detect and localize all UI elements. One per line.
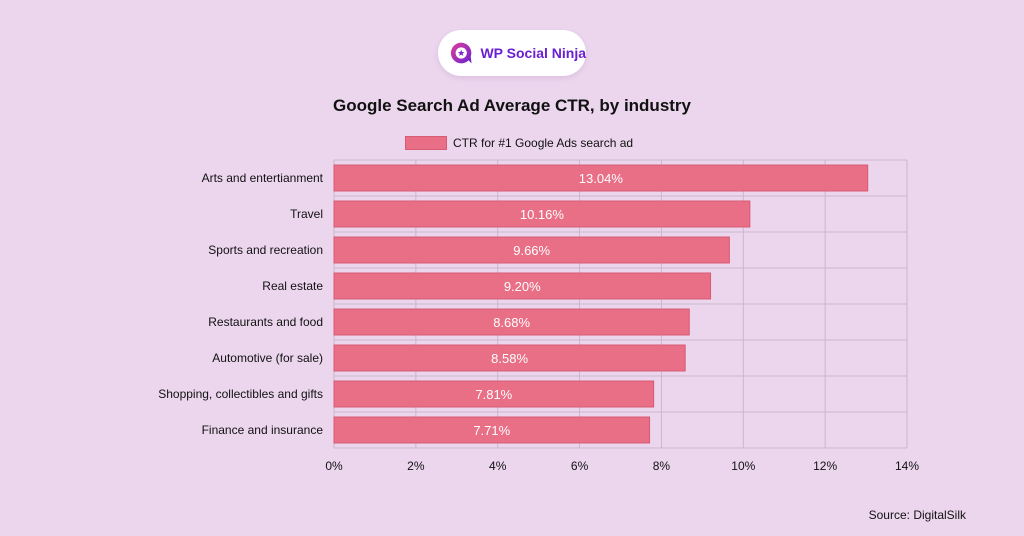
brand-logo: WP Social Ninja bbox=[438, 30, 586, 76]
bar-data-label: 10.16% bbox=[520, 207, 565, 222]
bar-data-label: 13.04% bbox=[579, 171, 624, 186]
bar bbox=[333, 164, 869, 192]
category-label: Real estate bbox=[262, 279, 323, 293]
category-label: Finance and insurance bbox=[202, 423, 324, 437]
x-tick-label: 10% bbox=[731, 459, 755, 473]
bar-data-label: 9.20% bbox=[504, 279, 541, 294]
x-tick-label: 0% bbox=[325, 459, 343, 473]
bar-data-label: 9.66% bbox=[513, 243, 550, 258]
x-tick-label: 8% bbox=[653, 459, 671, 473]
x-tick-label: 2% bbox=[407, 459, 425, 473]
category-label: Sports and recreation bbox=[208, 243, 323, 257]
source-note: Source: DigitalSilk bbox=[868, 508, 966, 522]
category-label: Automotive (for sale) bbox=[212, 351, 323, 365]
bar-data-label: 7.81% bbox=[475, 387, 512, 402]
bar bbox=[333, 308, 690, 336]
x-tick-label: 12% bbox=[813, 459, 837, 473]
category-label: Shopping, collectibles and gifts bbox=[158, 387, 323, 401]
bar bbox=[333, 380, 655, 408]
bar bbox=[333, 272, 712, 300]
category-label: Restaurants and food bbox=[208, 315, 323, 329]
chart-title: Google Search Ad Average CTR, by industr… bbox=[332, 96, 692, 115]
bar-data-label: 7.71% bbox=[473, 423, 510, 438]
x-tick-label: 6% bbox=[571, 459, 589, 473]
bar bbox=[333, 344, 686, 372]
bar bbox=[333, 236, 730, 264]
x-tick-label: 4% bbox=[489, 459, 507, 473]
x-tick-label: 14% bbox=[895, 459, 919, 473]
chart-legend: CTR for #1 Google Ads search ad bbox=[405, 136, 633, 150]
category-label: Travel bbox=[290, 207, 323, 221]
ninja-chat-icon bbox=[450, 42, 472, 64]
bar-data-label: 8.58% bbox=[491, 351, 528, 366]
bar bbox=[333, 200, 751, 228]
bar-data-label: 8.68% bbox=[493, 315, 530, 330]
category-label: Arts and entertianment bbox=[202, 171, 324, 185]
legend-swatch bbox=[405, 136, 447, 150]
legend-label: CTR for #1 Google Ads search ad bbox=[453, 136, 634, 150]
bar bbox=[333, 416, 651, 444]
brand-name: WP Social Ninja bbox=[480, 45, 586, 61]
